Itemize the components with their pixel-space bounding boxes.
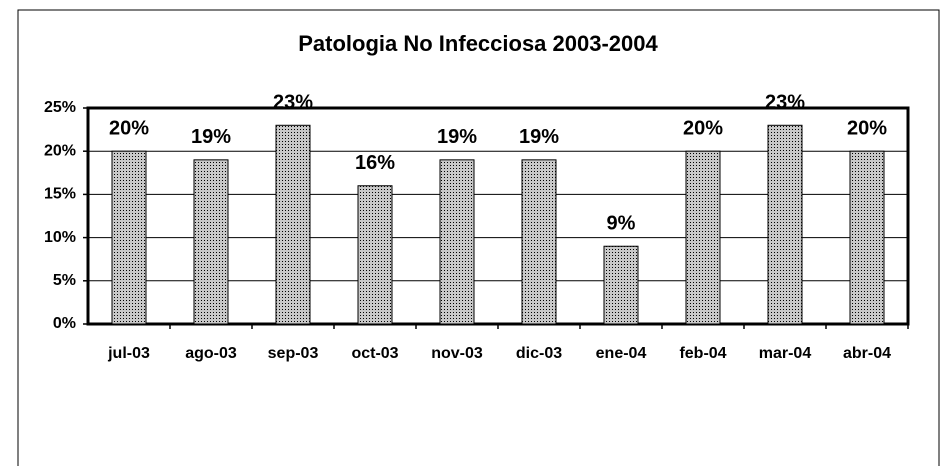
data-label: 20% (109, 117, 149, 139)
x-tick-label: jul-03 (107, 345, 150, 362)
data-label: 23% (273, 92, 313, 114)
bar (357, 185, 393, 325)
bar (767, 124, 803, 325)
bar (849, 150, 885, 325)
y-tick-label: 10% (44, 229, 76, 246)
x-tick-label: mar-04 (759, 345, 812, 362)
data-label: 16% (355, 152, 395, 174)
x-tick-label: feb-04 (679, 345, 726, 362)
data-label: 20% (847, 117, 887, 139)
y-tick-label: 15% (44, 186, 76, 203)
bar (193, 159, 229, 325)
x-tick-label: ene-04 (596, 345, 647, 362)
x-tick-label: sep-03 (268, 345, 319, 362)
y-tick-label: 5% (53, 272, 76, 289)
x-tick-label: dic-03 (516, 345, 562, 362)
data-label: 19% (437, 126, 477, 148)
bar (603, 245, 639, 325)
bar (685, 150, 721, 325)
bar (111, 150, 147, 325)
y-tick-label: 25% (44, 99, 76, 116)
x-tick-label: ago-03 (185, 345, 237, 362)
bar (439, 159, 475, 325)
y-tick-label: 20% (44, 142, 76, 159)
bar (275, 124, 311, 325)
data-label: 23% (765, 92, 805, 114)
y-tick-label: 0% (53, 315, 76, 332)
data-label: 19% (519, 126, 559, 148)
chart-title: Patologia No Infecciosa 2003-2004 (298, 31, 658, 56)
x-tick-label: nov-03 (431, 345, 483, 362)
data-label: 19% (191, 126, 231, 148)
x-tick-label: abr-04 (843, 345, 891, 362)
data-label: 9% (607, 213, 636, 235)
bar (521, 159, 557, 325)
data-label: 20% (683, 117, 723, 139)
x-tick-label: oct-03 (351, 345, 398, 362)
